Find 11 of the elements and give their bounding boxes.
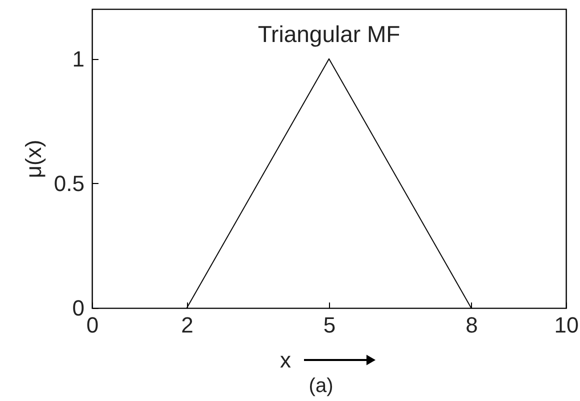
y-tick-label: 0.5 bbox=[54, 170, 84, 196]
text: Triangular MF bbox=[258, 21, 400, 47]
x-tick-label: 5 bbox=[323, 312, 336, 338]
x-axis-title: x bbox=[280, 348, 291, 372]
x-tick-label: 2 bbox=[181, 312, 194, 338]
x-tick-label: 10 bbox=[554, 312, 579, 338]
y-tick-label: 1 bbox=[72, 46, 84, 72]
text: (a) bbox=[308, 375, 334, 397]
y-tick-label: 0 bbox=[72, 296, 84, 320]
y-axis-title: μ(x) bbox=[20, 140, 46, 178]
x-tick-label: 8 bbox=[466, 312, 478, 338]
